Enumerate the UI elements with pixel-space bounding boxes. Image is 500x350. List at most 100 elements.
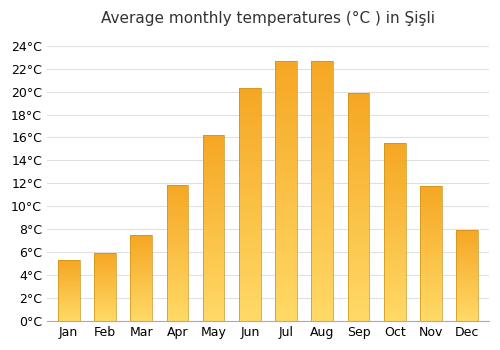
Bar <box>202 210 224 211</box>
Bar <box>420 247 442 248</box>
Bar <box>275 105 297 107</box>
Bar <box>348 157 370 159</box>
Bar <box>456 260 478 261</box>
Bar <box>130 287 152 288</box>
Bar <box>348 257 370 259</box>
Bar <box>275 173 297 175</box>
Bar <box>58 318 80 319</box>
Bar <box>166 216 188 217</box>
Bar <box>275 157 297 160</box>
Bar <box>312 306 333 308</box>
Bar <box>58 309 80 310</box>
Bar <box>166 246 188 247</box>
Bar <box>94 280 116 281</box>
Bar <box>456 291 478 292</box>
Bar <box>384 145 406 147</box>
Bar <box>275 76 297 79</box>
Bar <box>58 284 80 285</box>
Bar <box>239 151 260 153</box>
Bar <box>94 319 116 320</box>
Bar <box>420 190 442 191</box>
Bar <box>456 270 478 271</box>
Bar <box>384 282 406 284</box>
Bar <box>312 285 333 287</box>
Bar <box>420 317 442 318</box>
Bar <box>384 193 406 195</box>
Bar <box>384 305 406 307</box>
Bar <box>312 82 333 84</box>
Bar <box>275 222 297 225</box>
Bar <box>239 223 260 225</box>
Bar <box>384 248 406 250</box>
Bar <box>166 265 188 266</box>
Bar <box>130 282 152 283</box>
Bar <box>58 307 80 308</box>
Bar <box>239 91 260 93</box>
Bar <box>275 261 297 264</box>
Bar <box>202 230 224 232</box>
Bar <box>94 279 116 280</box>
Bar <box>202 306 224 308</box>
Bar <box>456 289 478 290</box>
Bar <box>166 197 188 198</box>
Bar <box>348 239 370 241</box>
Bar <box>58 283 80 284</box>
Bar <box>166 277 188 279</box>
Bar <box>420 191 442 193</box>
Bar <box>275 102 297 105</box>
Bar <box>312 295 333 298</box>
Bar <box>130 237 152 238</box>
Bar <box>456 236 478 237</box>
Bar <box>166 219 188 220</box>
Bar <box>94 295 116 296</box>
Bar <box>166 280 188 281</box>
Bar <box>420 219 442 221</box>
Bar <box>166 225 188 227</box>
Bar <box>312 277 333 279</box>
Bar <box>456 267 478 268</box>
Bar <box>456 230 478 231</box>
Bar <box>166 189 188 190</box>
Bar <box>348 120 370 122</box>
Bar <box>384 296 406 298</box>
Bar <box>130 238 152 239</box>
Bar <box>420 241 442 243</box>
Bar <box>456 284 478 285</box>
Bar <box>312 120 333 123</box>
Bar <box>166 290 188 291</box>
Bar <box>348 259 370 262</box>
Bar <box>239 184 260 186</box>
Bar <box>58 263 80 264</box>
Bar <box>456 254 478 255</box>
Bar <box>420 263 442 264</box>
Bar <box>58 262 80 263</box>
Bar <box>166 313 188 314</box>
Bar <box>456 266 478 267</box>
Bar <box>312 160 333 162</box>
Bar <box>239 293 260 295</box>
Bar <box>58 280 80 281</box>
Bar <box>348 104 370 106</box>
Bar <box>202 137 224 139</box>
Bar <box>312 107 333 110</box>
Bar <box>456 301 478 302</box>
Bar <box>348 159 370 161</box>
Bar <box>94 270 116 271</box>
Bar <box>202 139 224 141</box>
Bar <box>166 295 188 296</box>
Bar <box>202 169 224 170</box>
Bar <box>420 249 442 251</box>
Bar <box>456 255 478 256</box>
Bar <box>420 225 442 226</box>
Bar <box>420 301 442 302</box>
Bar <box>94 284 116 285</box>
Bar <box>456 313 478 314</box>
Bar <box>166 314 188 316</box>
Bar <box>202 234 224 236</box>
Bar <box>456 296 478 298</box>
Bar <box>275 316 297 318</box>
Bar <box>312 147 333 149</box>
Bar <box>94 302 116 303</box>
Bar <box>94 304 116 305</box>
Bar <box>275 292 297 295</box>
